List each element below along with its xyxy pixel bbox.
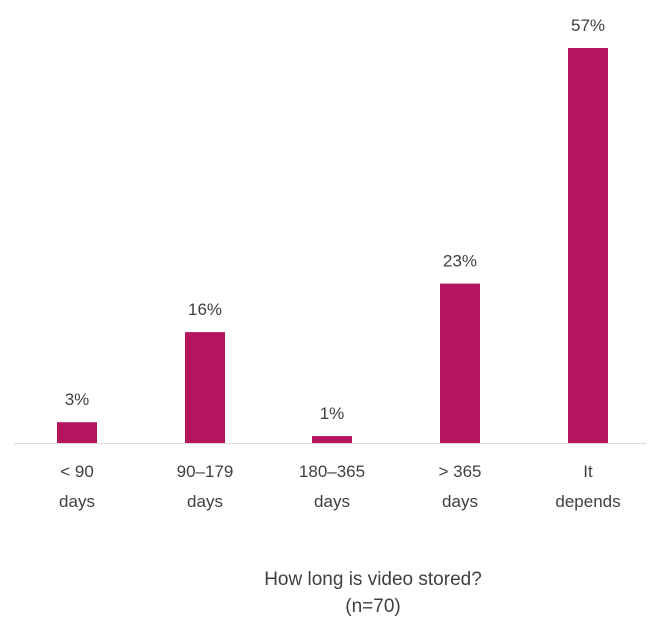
data-label: 3% xyxy=(65,390,90,409)
category-tick-label: It xyxy=(583,462,593,481)
data-label: 1% xyxy=(320,404,345,423)
category-tick-label: 90–179 xyxy=(177,462,234,481)
category-tick-label: depends xyxy=(555,492,620,511)
category-tick-label: days xyxy=(442,492,478,511)
bar xyxy=(440,283,480,443)
category-tick-label: 180–365 xyxy=(299,462,365,481)
category-tick-label: days xyxy=(187,492,223,511)
category-tick-label: days xyxy=(314,492,350,511)
bar xyxy=(568,48,608,443)
category-labels-group: < 90 days 90–179 days 180–365 days > 365 days It… xyxy=(59,462,621,511)
bar xyxy=(185,332,225,443)
chart-subtitle-line: (n=70) xyxy=(345,596,400,617)
data-label: 16% xyxy=(188,300,222,319)
category-tick-label: > 365 xyxy=(438,462,481,481)
data-label: 57% xyxy=(571,16,605,35)
bar xyxy=(57,422,97,443)
data-labels-group: 3% 16% 1% 23% 57% xyxy=(65,16,605,423)
chart-title-line: How long is video stored? xyxy=(264,569,482,590)
category-tick-label: days xyxy=(59,492,95,511)
chart-title: How long is video stored? (n=70) xyxy=(264,569,482,617)
bar xyxy=(312,436,352,443)
data-label: 23% xyxy=(443,252,477,271)
category-tick-label: < 90 xyxy=(60,462,94,481)
bars-group xyxy=(57,48,608,443)
